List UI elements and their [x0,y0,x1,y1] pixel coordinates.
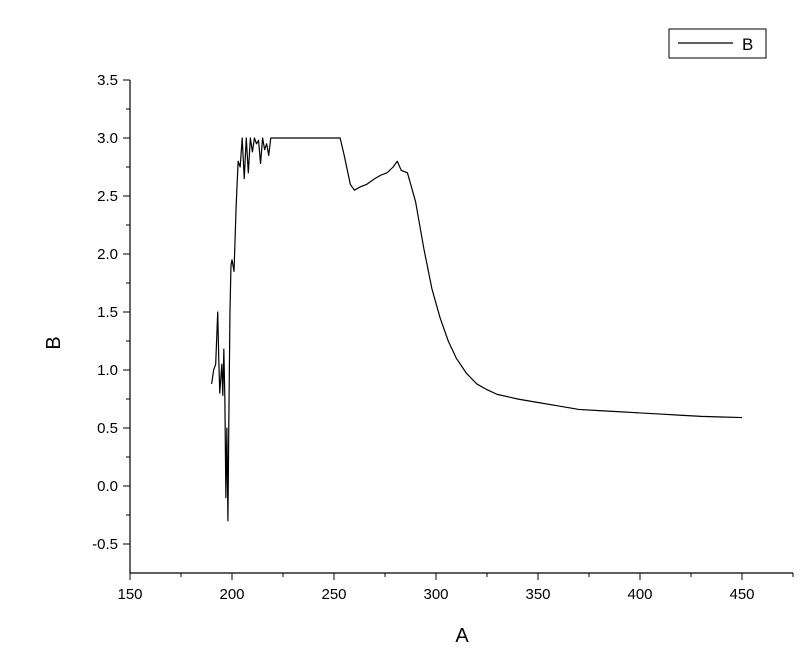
x-tick-label: 350 [525,586,550,603]
ticks: 150 200 250 300 350 400 450 -0.5 0.0 0.5 1.0 1.5 2.0… [92,72,794,603]
legend-label: B [742,35,753,54]
x-tick-label: 250 [321,586,346,603]
axes [129,80,793,574]
y-axis-title: B [43,336,65,349]
y-tick-label: 0.0 [97,478,118,495]
legend: B [668,28,767,59]
y-tick-label: 3.0 [97,130,118,147]
x-tick-label: 150 [117,586,142,603]
y-tick-label: 0.5 [97,420,118,437]
series-layer [211,137,743,522]
series-line-B [211,137,743,522]
x-tick-label: 300 [423,586,448,603]
y-tick-label: -0.5 [92,536,118,553]
y-tick-label: 2.0 [97,246,118,263]
x-tick-label: 400 [627,586,652,603]
x-axis-title: A [455,625,469,647]
y-tick-label: 1.5 [97,304,118,321]
x-tick-label: 450 [729,586,754,603]
x-tick-label: 200 [219,586,244,603]
y-tick-label: 1.0 [97,362,118,379]
y-tick-label: 3.5 [97,72,118,89]
y-tick-label: 2.5 [97,188,118,205]
